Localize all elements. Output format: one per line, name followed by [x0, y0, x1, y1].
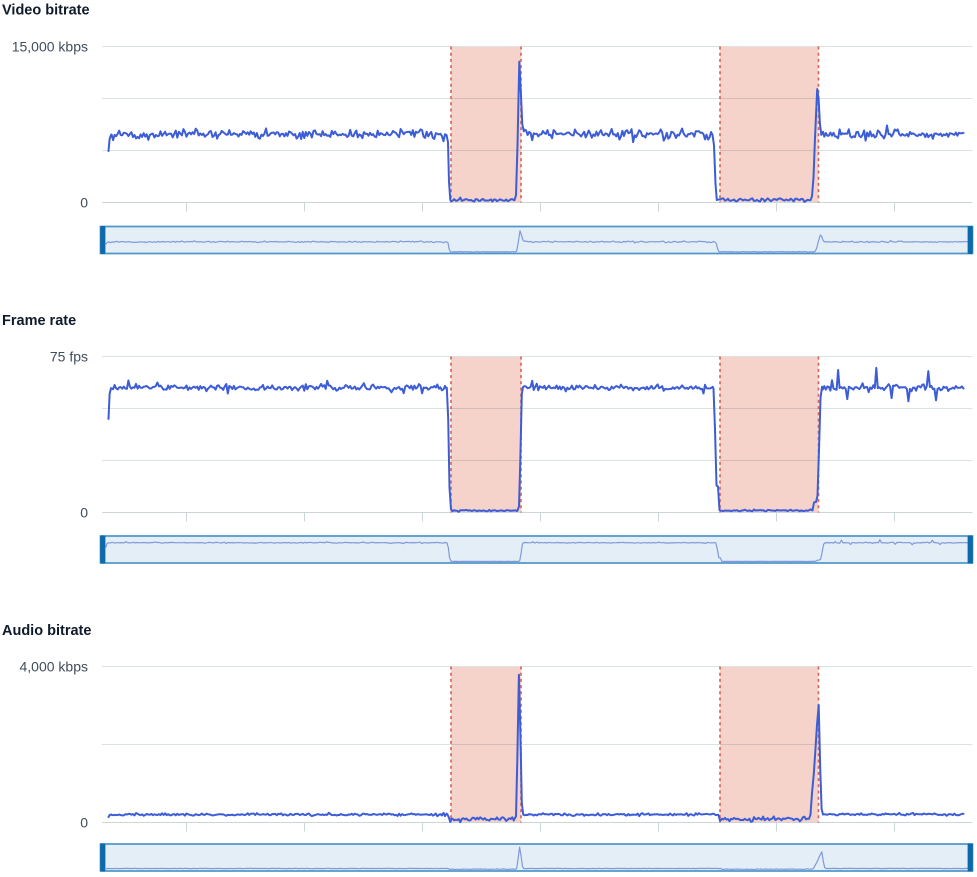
svg-text:75 fps: 75 fps: [50, 349, 88, 365]
svg-text:Audio bitrate: Audio bitrate: [2, 623, 91, 639]
svg-text:Video bitrate: Video bitrate: [2, 3, 90, 19]
svg-text:15,000 kbps: 15,000 kbps: [12, 39, 88, 55]
svg-text:Frame rate: Frame rate: [2, 313, 76, 329]
svg-text:0: 0: [80, 195, 88, 211]
svg-text:0: 0: [80, 505, 88, 521]
svg-text:4,000 kbps: 4,000 kbps: [20, 659, 89, 675]
svg-text:0: 0: [80, 815, 88, 831]
